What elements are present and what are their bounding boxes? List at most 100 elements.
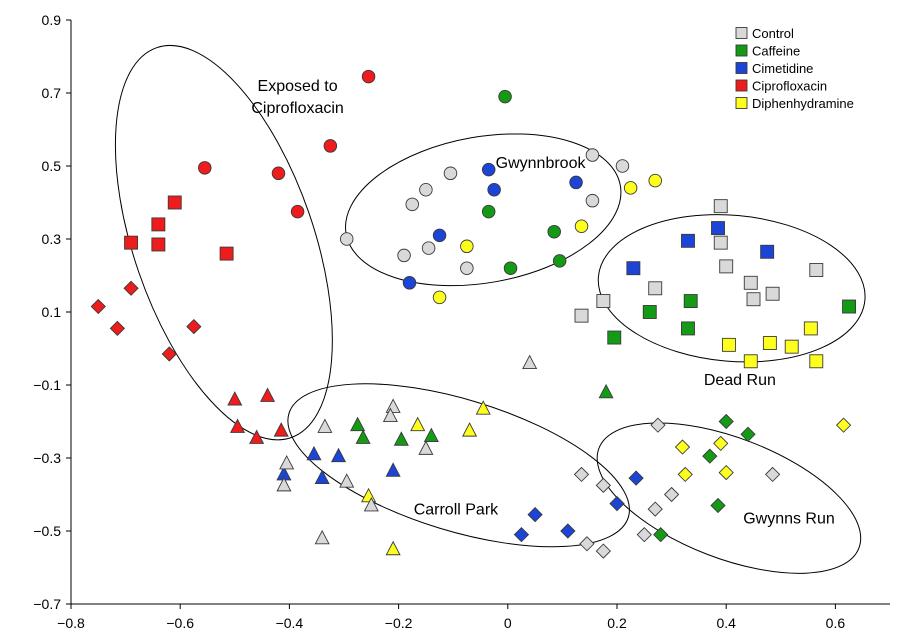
data-point-cimetidine bbox=[711, 221, 725, 236]
data-point-diphenhydramine bbox=[648, 173, 662, 188]
data-point-caffeine bbox=[740, 426, 756, 442]
data-point-control bbox=[397, 248, 411, 263]
data-point-ciprofloxacin bbox=[151, 237, 166, 252]
data-point-control bbox=[743, 275, 758, 290]
data-point-caffeine bbox=[607, 330, 622, 345]
data-point-caffeine bbox=[710, 497, 726, 514]
data-point-diphenhydramine bbox=[718, 464, 734, 481]
data-point-ciprofloxacin bbox=[186, 318, 202, 335]
data-point-cimetidine bbox=[402, 276, 417, 290]
data-point-caffeine bbox=[681, 321, 695, 336]
data-point-cimetidine bbox=[569, 175, 583, 190]
data-point-ciprofloxacin bbox=[109, 320, 126, 337]
y-tick-label: 0.5 bbox=[42, 158, 62, 174]
group-label-line: Gwynnbrook bbox=[496, 155, 587, 172]
data-point-caffeine bbox=[423, 427, 439, 443]
data-point-control bbox=[585, 193, 600, 208]
data-point-caffeine bbox=[350, 416, 366, 432]
data-point-cimetidine bbox=[626, 261, 641, 276]
data-point-control bbox=[650, 417, 666, 433]
data-point-control bbox=[574, 308, 589, 323]
data-point-diphenhydramine bbox=[475, 400, 491, 415]
data-point-diphenhydramine bbox=[432, 290, 447, 305]
data-point-caffeine bbox=[498, 89, 512, 104]
data-point-diphenhydramine bbox=[803, 321, 818, 336]
data-point-ciprofloxacin bbox=[290, 204, 305, 219]
data-point-control bbox=[385, 398, 401, 413]
series-caffeine bbox=[350, 89, 856, 543]
data-point-control bbox=[317, 418, 333, 433]
legend-label-caffeine: Caffeine bbox=[752, 44, 800, 59]
data-point-control bbox=[419, 182, 433, 197]
y-tick-label: 0.3 bbox=[42, 231, 62, 247]
data-point-ciprofloxacin bbox=[323, 139, 338, 153]
data-point-control bbox=[573, 466, 590, 483]
group-ellipse-dead-run bbox=[597, 214, 866, 363]
group-label-gwynns-run: Gwynns Run bbox=[743, 511, 835, 528]
legend-swatch-caffeine bbox=[735, 44, 748, 57]
data-point-control bbox=[418, 440, 434, 455]
legend-swatch-ciprofloxacin bbox=[735, 79, 748, 92]
data-point-control bbox=[764, 466, 781, 483]
data-point-ciprofloxacin bbox=[273, 422, 289, 437]
legend-label-control: Control bbox=[752, 26, 794, 41]
data-point-control bbox=[636, 527, 652, 543]
legend-label-cimetidine: Cimetidine bbox=[752, 61, 813, 76]
data-point-control bbox=[719, 259, 734, 274]
data-point-ciprofloxacin bbox=[361, 69, 376, 84]
data-point-diphenhydramine bbox=[460, 239, 474, 254]
data-point-caffeine bbox=[481, 204, 496, 219]
data-point-diphenhydramine bbox=[835, 417, 852, 433]
x-tick-label: 0.4 bbox=[716, 615, 736, 631]
data-point-cimetidine bbox=[330, 447, 347, 463]
data-point-control bbox=[648, 281, 663, 296]
y-tick-label: 0.9 bbox=[42, 12, 62, 28]
data-point-caffeine bbox=[842, 299, 856, 314]
y-tick-label: −0.1 bbox=[33, 377, 61, 393]
data-point-control bbox=[339, 473, 355, 488]
data-point-control bbox=[663, 486, 680, 503]
x-tick-label: −0.4 bbox=[276, 615, 304, 631]
group-ellipse-gwynns-run bbox=[596, 422, 862, 574]
data-point-caffeine bbox=[718, 413, 734, 430]
data-point-caffeine bbox=[642, 305, 657, 319]
data-point-diphenhydramine bbox=[674, 439, 691, 455]
group-label-line: Gwynns Run bbox=[743, 511, 835, 528]
data-point-diphenhydramine bbox=[574, 219, 589, 233]
x-tick-label: −0.2 bbox=[385, 615, 413, 631]
data-point-ciprofloxacin bbox=[198, 161, 212, 175]
data-point-diphenhydramine bbox=[385, 540, 401, 556]
data-point-control bbox=[595, 543, 611, 559]
group-ellipses bbox=[114, 44, 866, 574]
data-point-cimetidine bbox=[560, 523, 576, 539]
data-point-diphenhydramine bbox=[462, 422, 478, 437]
data-point-ciprofloxacin bbox=[161, 346, 177, 362]
data-point-caffeine bbox=[653, 527, 669, 543]
data-point-diphenhydramine bbox=[743, 354, 758, 369]
y-tick-label: −0.5 bbox=[33, 523, 61, 539]
data-point-cimetidine bbox=[306, 445, 322, 461]
data-point-diphenhydramine bbox=[762, 336, 777, 350]
data-point-diphenhydramine bbox=[721, 337, 736, 352]
data-point-control bbox=[382, 407, 398, 422]
legend-swatch-diphenhydramine bbox=[735, 97, 748, 109]
series-control bbox=[276, 148, 824, 559]
data-point-caffeine bbox=[393, 431, 409, 446]
data-point-diphenhydramine bbox=[713, 435, 729, 452]
data-point-cimetidine bbox=[527, 506, 543, 523]
group-label-dead-run: Dead Run bbox=[704, 372, 776, 389]
data-point-caffeine bbox=[702, 448, 718, 464]
data-point-ciprofloxacin bbox=[271, 166, 286, 181]
data-point-diphenhydramine bbox=[361, 487, 377, 503]
data-point-caffeine bbox=[598, 383, 614, 399]
data-point-diphenhydramine bbox=[410, 416, 426, 432]
data-point-ciprofloxacin bbox=[90, 298, 106, 315]
data-point-diphenhydramine bbox=[809, 354, 824, 369]
data-point-control bbox=[585, 148, 600, 162]
data-point-cimetidine bbox=[481, 162, 496, 177]
x-tick-label: 0 bbox=[504, 615, 512, 631]
data-point-diphenhydramine bbox=[784, 339, 799, 354]
data-point-control bbox=[713, 235, 728, 250]
data-point-control bbox=[809, 263, 824, 277]
